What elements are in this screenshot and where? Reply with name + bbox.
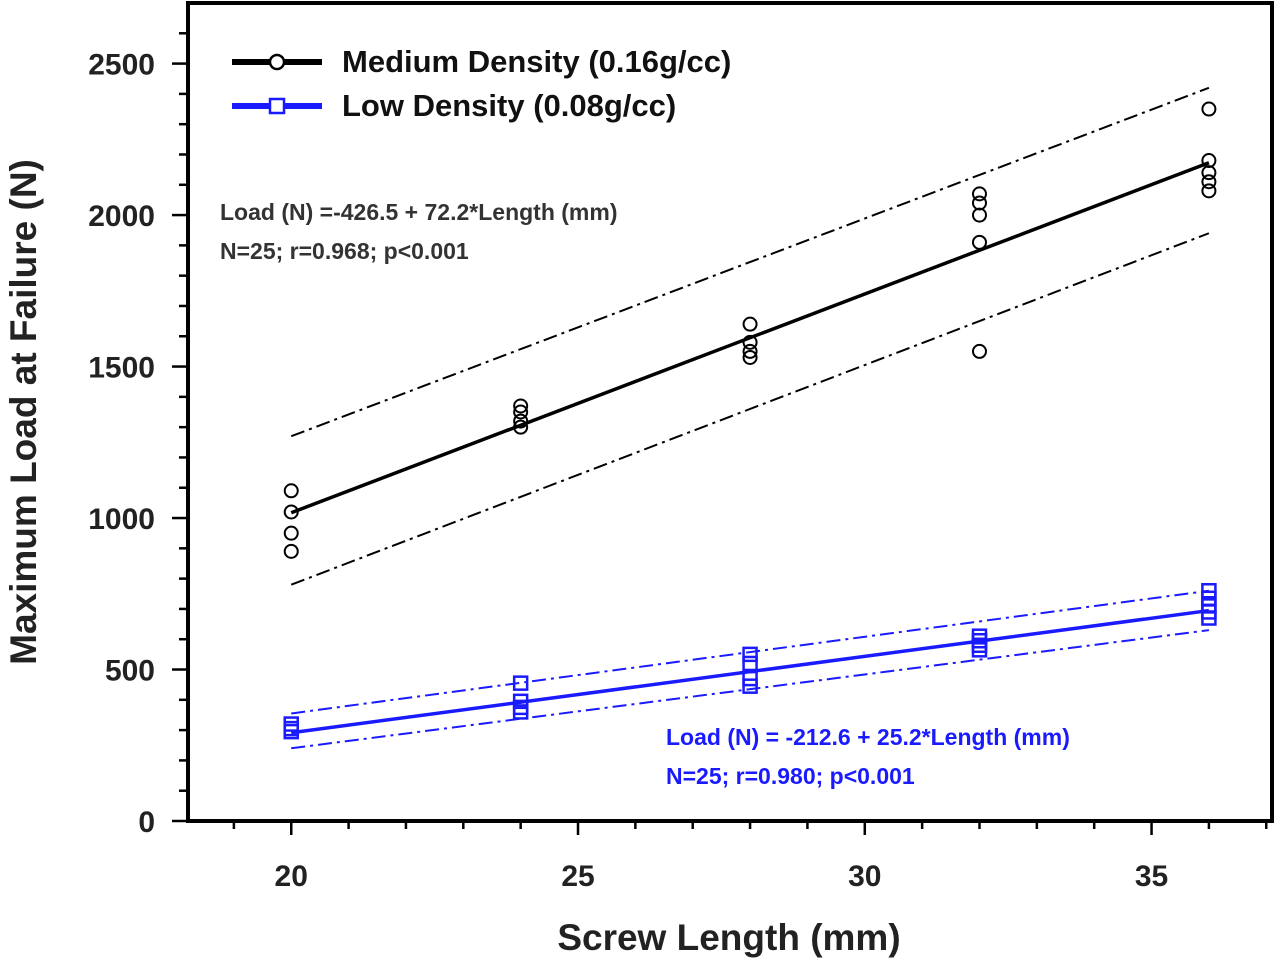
data-point-medium (971, 207, 987, 223)
band-upper-low (291, 589, 1210, 715)
data-point-medium (283, 543, 299, 559)
data-point-medium (513, 419, 529, 435)
data-point-medium (1201, 153, 1217, 169)
data-point-medium (1201, 183, 1217, 199)
legend-item-low: Low Density (0.08g/cc) (232, 88, 676, 123)
data-point-medium (971, 234, 987, 250)
annotation-medium-stats: N=25; r=0.968; p<0.001 (220, 238, 469, 264)
data-point-low (742, 655, 758, 672)
data-point-medium (1201, 101, 1217, 117)
legend-label-low: Low Density (0.08g/cc) (342, 88, 676, 123)
legend-marker-square (268, 97, 286, 115)
legend-item-medium: Medium Density (0.16g/cc) (232, 44, 731, 79)
x-tick-label: 20 (275, 860, 308, 893)
data-point-medium (742, 343, 758, 359)
data-point-low (1201, 610, 1217, 626)
data-point-medium (283, 525, 299, 541)
band-lower-low (291, 629, 1210, 750)
y-tick-label: 2000 (88, 200, 155, 233)
annotation-medium-equation: Load (N) =-426.5 + 72.2*Length (mm) (220, 199, 617, 225)
data-point-medium (1201, 174, 1217, 190)
annotation-low: Load (N) = -212.6 + 25.2*Length (mm) N=2… (666, 724, 1070, 789)
data-point-low (742, 678, 758, 694)
axis-ticks: 20 25 30 35 0 500 1000 1500 2000 2500 (88, 32, 1268, 893)
y-tick-label: 0 (138, 806, 155, 839)
x-tick-label: 30 (848, 860, 881, 893)
data-point-medium (513, 404, 529, 420)
data-points (283, 101, 1217, 740)
data-point-medium (742, 334, 758, 350)
data-point-low (971, 642, 988, 658)
legend-marker-circle (268, 53, 286, 71)
data-point-low (512, 704, 529, 720)
data-point-medium (1201, 165, 1217, 181)
x-tick-label: 35 (1135, 860, 1168, 893)
data-point-medium (971, 186, 987, 202)
legend: Medium Density (0.16g/cc) Low Density (0… (232, 44, 731, 123)
y-tick-label: 1000 (88, 503, 155, 536)
y-tick-label: 500 (105, 655, 155, 688)
x-axis-label: Screw Length (mm) (557, 917, 900, 958)
data-point-medium (742, 316, 758, 332)
annotation-medium: Load (N) =-426.5 + 72.2*Length (mm) N=25… (220, 199, 617, 264)
data-point-medium (513, 398, 529, 414)
x-tick-label: 25 (561, 860, 594, 893)
data-point-medium (742, 349, 758, 365)
data-point-medium (283, 483, 299, 499)
legend-label-medium: Medium Density (0.16g/cc) (342, 44, 731, 79)
data-point-low (742, 646, 758, 663)
fit-line-medium (290, 161, 1210, 515)
plot-frame (186, 1, 1274, 823)
data-point-medium (513, 413, 529, 429)
y-axis-label: Maximum Load at Failure (N) (3, 159, 44, 665)
annotation-low-stats: N=25; r=0.980; p<0.001 (666, 763, 915, 789)
annotation-low-equation: Load (N) = -212.6 + 25.2*Length (mm) (666, 724, 1070, 750)
y-tick-label: 2500 (88, 49, 155, 82)
data-point-low (512, 675, 529, 691)
data-point-medium (971, 343, 987, 359)
confidence-bands (290, 86, 1210, 750)
data-point-medium (971, 195, 987, 211)
y-tick-label: 1500 (88, 352, 155, 385)
data-point-medium (283, 504, 299, 520)
band-upper-medium (290, 86, 1210, 438)
band-lower-medium (290, 232, 1210, 586)
data-point-low (283, 723, 299, 740)
